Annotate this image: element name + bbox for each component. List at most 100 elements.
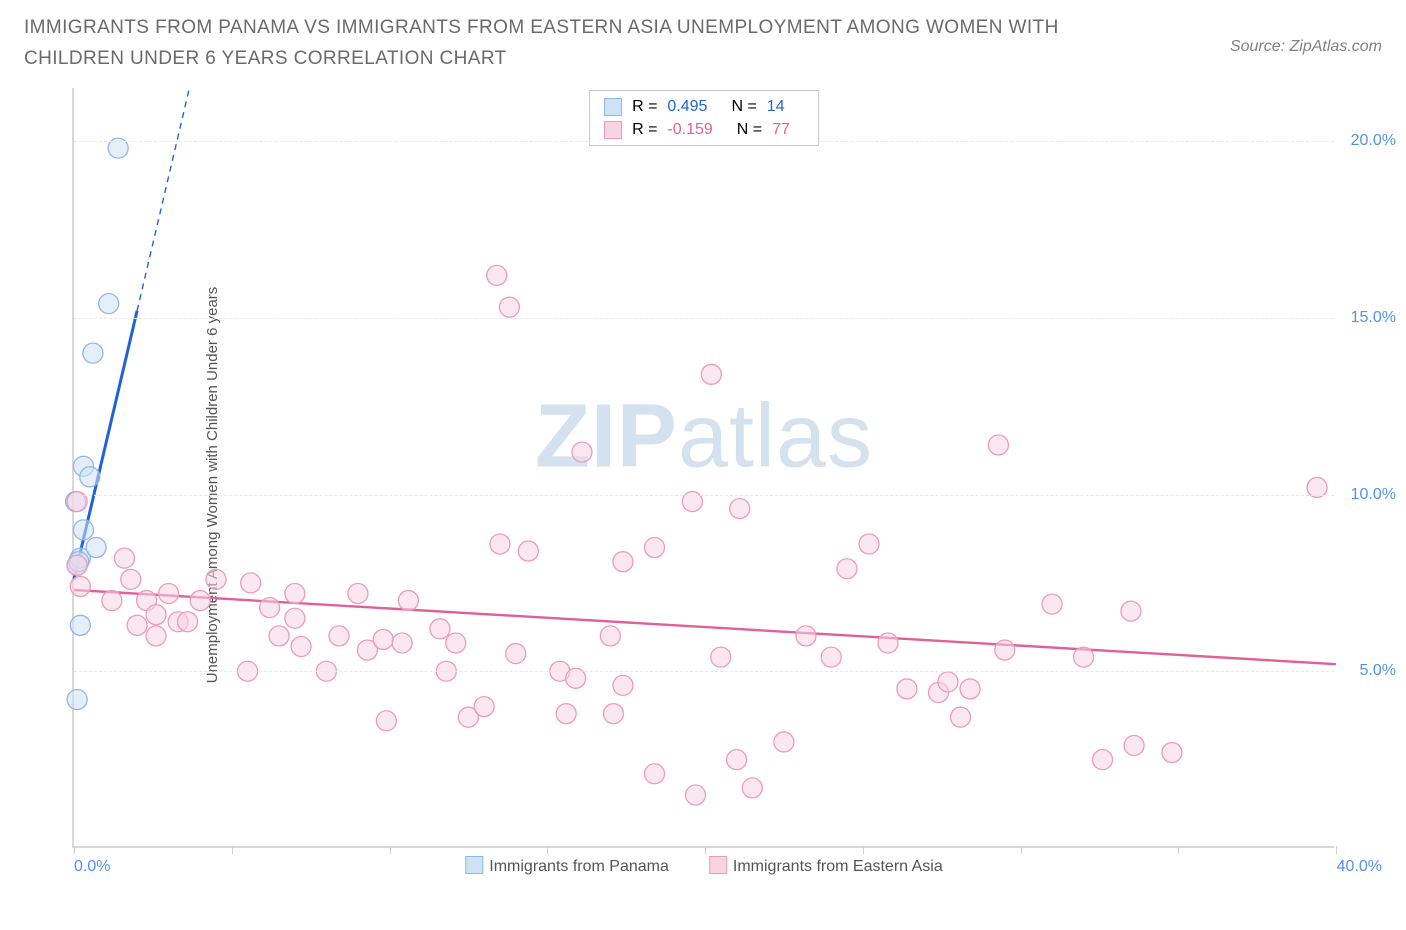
data-point (178, 612, 198, 632)
data-point (1074, 647, 1094, 667)
data-point (398, 591, 418, 611)
data-point (1093, 750, 1113, 770)
legend: Immigrants from Panama Immigrants from Ea… (465, 856, 942, 876)
r-label: R = (632, 95, 657, 118)
data-point (951, 707, 971, 727)
data-point (572, 442, 592, 462)
data-point (727, 750, 747, 770)
gridline (74, 495, 1334, 496)
n-value: 14 (767, 95, 785, 118)
data-point (490, 534, 510, 554)
data-point (742, 778, 762, 798)
data-point (604, 704, 624, 724)
data-point (446, 633, 466, 653)
x-tick-mark (1178, 846, 1179, 854)
data-point (600, 626, 620, 646)
source-name: ZipAtlas.com (1290, 38, 1382, 55)
plot-area: ZIPatlas R =0.495N =14R =-0.159N =77 0.0… (72, 88, 1334, 848)
stat-row: R = 0.495 N = 14 (604, 95, 804, 118)
stat-row: R =-0.159N =77 (604, 118, 804, 141)
data-point (613, 675, 633, 695)
x-tick-mark (1021, 846, 1022, 854)
data-point (988, 435, 1008, 455)
data-point (80, 467, 100, 487)
gridline (74, 318, 1334, 319)
y-tick-label: 5.0% (1360, 662, 1396, 680)
data-point (146, 626, 166, 646)
data-point (285, 583, 305, 603)
series-swatch (604, 98, 622, 116)
data-point (686, 785, 706, 805)
r-value: -0.159 (667, 118, 712, 141)
data-point (613, 552, 633, 572)
data-point (1042, 594, 1062, 614)
data-point (285, 608, 305, 628)
x-tick-mark (547, 846, 548, 854)
data-point (960, 679, 980, 699)
data-point (260, 598, 280, 618)
data-point (70, 615, 90, 635)
data-point (67, 690, 87, 710)
x-tick-mark (74, 846, 75, 854)
data-point (556, 704, 576, 724)
data-point (114, 548, 134, 568)
data-point (938, 672, 958, 692)
data-point (73, 520, 93, 540)
data-point (1162, 743, 1182, 763)
data-point (730, 499, 750, 519)
data-point (1121, 601, 1141, 621)
data-point (645, 538, 665, 558)
chart-container: Unemployment Among Women with Children U… (24, 88, 1382, 882)
data-point (859, 534, 879, 554)
data-point (190, 591, 210, 611)
data-point (373, 629, 393, 649)
source-prefix: Source: (1230, 38, 1290, 55)
x-axis-min-label: 0.0% (74, 858, 110, 876)
data-point (995, 640, 1015, 660)
x-tick-mark (863, 846, 864, 854)
data-point (127, 615, 147, 635)
data-point (67, 555, 87, 575)
data-point (430, 619, 450, 639)
legend-swatch (465, 856, 483, 874)
data-point (506, 644, 526, 664)
legend-item: Immigrants from Eastern Asia (709, 856, 943, 876)
legend-item: Immigrants from Panama (465, 856, 669, 876)
data-point (206, 569, 226, 589)
data-point (146, 605, 166, 625)
data-point (878, 633, 898, 653)
x-tick-mark (1336, 846, 1337, 854)
x-tick-mark (232, 846, 233, 854)
data-point (121, 569, 141, 589)
data-point (376, 711, 396, 731)
data-point (83, 343, 103, 363)
data-point (1124, 735, 1144, 755)
data-point (99, 294, 119, 314)
data-point (499, 297, 519, 317)
header: IMMIGRANTS FROM PANAMA VS IMMIGRANTS FRO… (0, 0, 1406, 79)
data-point (474, 697, 494, 717)
data-point (518, 541, 538, 561)
data-point (86, 538, 106, 558)
gridline (74, 671, 1334, 672)
y-tick-label: 15.0% (1351, 309, 1396, 327)
data-point (269, 626, 289, 646)
data-point (102, 591, 122, 611)
r-value: 0.495 (667, 95, 707, 118)
data-point (348, 583, 368, 603)
data-point (701, 364, 721, 384)
n-label: N = (731, 95, 756, 118)
source-citation: Source: ZipAtlas.com (1230, 38, 1382, 56)
x-tick-mark (705, 846, 706, 854)
data-point (159, 583, 179, 603)
y-tick-label: 20.0% (1351, 132, 1396, 150)
correlation-stats-box: R = 0.495 N = 14R =-0.159N =77 (589, 90, 819, 146)
data-point (291, 637, 311, 657)
data-point (897, 679, 917, 699)
data-point (392, 633, 412, 653)
y-tick-label: 10.0% (1351, 486, 1396, 504)
data-point (645, 764, 665, 784)
data-point (329, 626, 349, 646)
scatter-svg (74, 88, 1336, 848)
n-value: 77 (772, 118, 790, 141)
